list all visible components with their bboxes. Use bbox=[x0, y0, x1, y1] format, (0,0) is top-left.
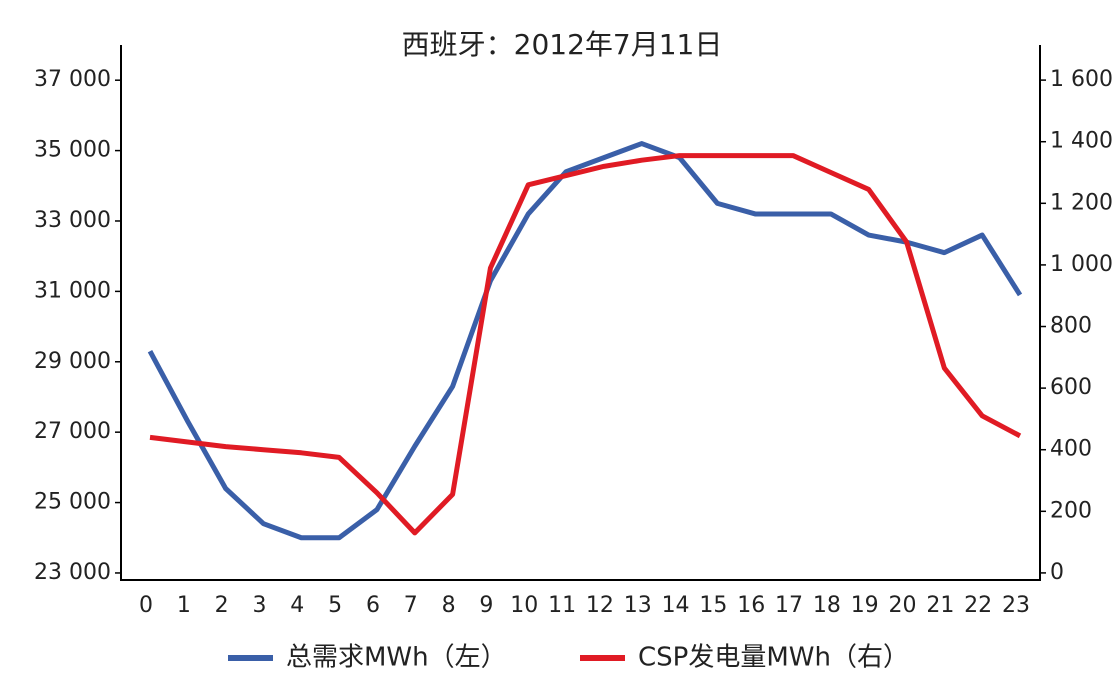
x-tick-label: 7 bbox=[404, 593, 418, 618]
y2-tick-label: 1 200 bbox=[1050, 190, 1113, 215]
x-tick-label: 22 bbox=[964, 593, 992, 618]
y2-tick-label: 1 400 bbox=[1050, 129, 1113, 154]
chart-title: 西班牙：2012年7月11日 bbox=[402, 28, 723, 61]
x-tick-label: 21 bbox=[926, 593, 954, 618]
legend-label: 总需求MWh（左） bbox=[286, 643, 507, 673]
y-tick-label: 37 000 bbox=[34, 67, 111, 92]
series-line bbox=[149, 153, 1022, 536]
y-tick-label: 25 000 bbox=[34, 490, 111, 515]
x-tick-label: 20 bbox=[889, 593, 917, 618]
x-tick-label: 13 bbox=[624, 593, 652, 618]
y-tick-label: 23 000 bbox=[34, 560, 111, 585]
y-tick-label: 33 000 bbox=[34, 208, 111, 233]
x-tick-label: 23 bbox=[1002, 593, 1030, 618]
x-tick-label: 3 bbox=[252, 593, 266, 618]
x-tick-label: 11 bbox=[548, 593, 576, 618]
x-tick-label: 4 bbox=[290, 593, 304, 618]
y2-tick-label: 600 bbox=[1050, 375, 1092, 400]
x-tick-label: 14 bbox=[662, 593, 690, 618]
y2-tick-label: 400 bbox=[1050, 437, 1092, 462]
y2-tick-label: 200 bbox=[1050, 498, 1092, 523]
y-tick-label: 29 000 bbox=[34, 349, 111, 374]
x-tick-label: 6 bbox=[366, 593, 380, 618]
y-tick-label: 31 000 bbox=[34, 278, 111, 303]
x-tick-label: 15 bbox=[699, 593, 727, 618]
y2-tick-label: 800 bbox=[1050, 314, 1092, 339]
x-tick-label: 17 bbox=[775, 593, 803, 618]
y2-tick-label: 1 600 bbox=[1050, 67, 1113, 92]
x-tick-label: 18 bbox=[813, 593, 841, 618]
x-tick-label: 8 bbox=[442, 593, 456, 618]
y2-tick-label: 1 000 bbox=[1050, 252, 1113, 277]
x-tick-label: 9 bbox=[479, 593, 493, 618]
x-tick-label: 10 bbox=[510, 593, 538, 618]
x-tick-label: 2 bbox=[215, 593, 229, 618]
y2-tick-label: 0 bbox=[1050, 560, 1064, 585]
x-tick-label: 1 bbox=[177, 593, 191, 618]
x-tick-label: 12 bbox=[586, 593, 614, 618]
x-tick-label: 19 bbox=[851, 593, 879, 618]
x-tick-label: 5 bbox=[328, 593, 342, 618]
x-tick-label: 0 bbox=[139, 593, 153, 618]
series-line bbox=[147, 141, 1023, 541]
x-tick-label: 16 bbox=[737, 593, 765, 618]
legend-label: CSP发电量MWh（右） bbox=[638, 643, 909, 673]
y-tick-label: 27 000 bbox=[34, 419, 111, 444]
y-tick-label: 35 000 bbox=[34, 138, 111, 163]
